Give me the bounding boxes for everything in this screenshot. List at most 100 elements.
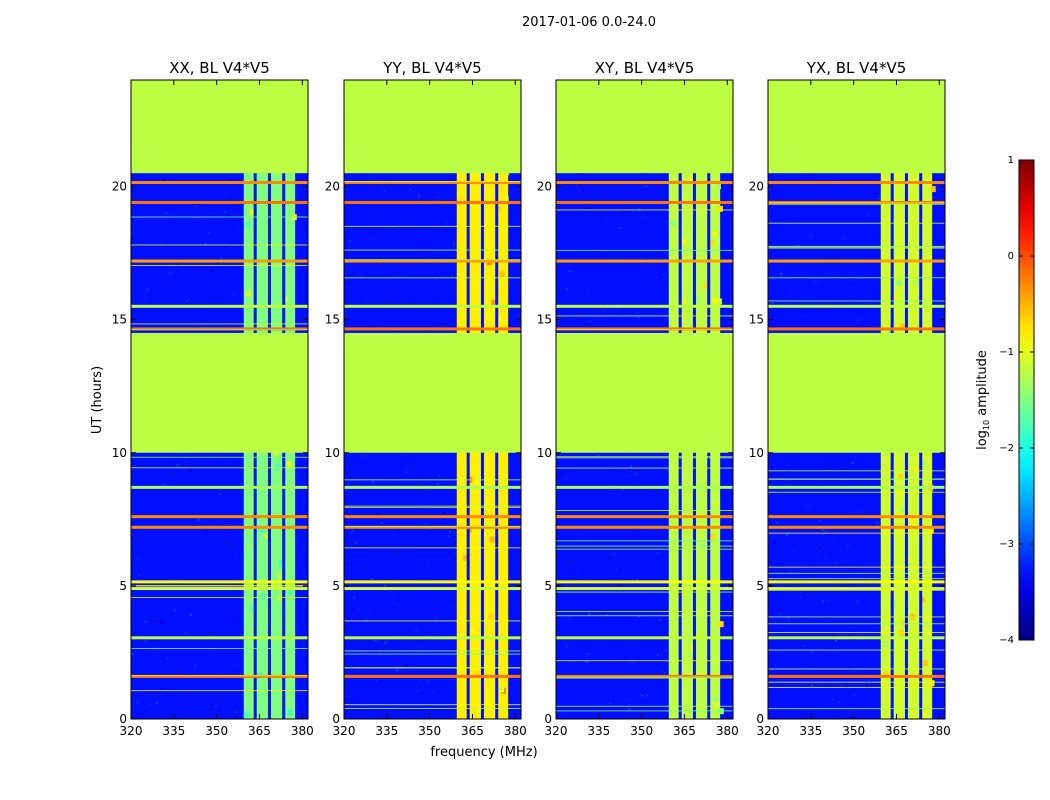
figure-title: 2017-01-06 0.0-24.0	[522, 15, 656, 30]
noise-speckle	[655, 275, 658, 278]
noise-speckle	[869, 635, 872, 637]
noise-speckle	[610, 600, 613, 602]
rfi-line	[556, 580, 733, 584]
noise-speckle	[656, 664, 659, 666]
noise-speckle	[790, 571, 793, 574]
noise-speckle	[857, 319, 860, 321]
noise-speckle	[436, 300, 439, 302]
noise-speckle	[794, 599, 797, 602]
thin-rfi-line	[556, 710, 733, 712]
noise-speckle	[161, 530, 164, 532]
rfi-line	[556, 327, 733, 331]
y-tick-label: 20	[325, 180, 340, 194]
noise-speckle	[578, 173, 581, 175]
noise-speckle	[230, 613, 233, 615]
noise-speckle	[661, 669, 664, 672]
noise-speckle	[842, 237, 845, 239]
noise-speckle	[187, 282, 190, 285]
noise-speckle	[408, 589, 411, 591]
noise-speckle	[383, 301, 386, 303]
y-tick-label: 10	[749, 446, 764, 460]
noise-speckle	[818, 547, 821, 550]
noise-speckle	[223, 535, 226, 537]
noise-speckle	[628, 532, 631, 534]
noise-speckle	[150, 291, 153, 294]
noise-speckle	[641, 646, 644, 648]
noise-speckle	[638, 208, 641, 210]
panel-2: YY, BL V4*V5 320 335 350 365 380 0 5 10 15 20	[325, 59, 527, 738]
thin-rfi-line	[131, 323, 308, 325]
noise-speckle	[651, 258, 654, 260]
thin-rfi-line	[556, 467, 733, 469]
noise-speckle	[874, 177, 877, 179]
noise-speckle	[876, 522, 879, 524]
y-axis-label: UT (hours)	[90, 366, 105, 434]
noise-speckle	[871, 325, 874, 327]
noise-speckle	[809, 235, 812, 237]
band-patch	[496, 315, 502, 322]
noise-speckle	[810, 650, 813, 652]
thin-rfi-line	[131, 648, 308, 650]
rfi-line	[768, 674, 945, 678]
rfi-line	[131, 200, 308, 204]
noise-speckle	[156, 702, 159, 704]
noise-speckle	[186, 300, 188, 302]
thin-rfi-line	[344, 505, 521, 507]
band-patch	[920, 461, 926, 468]
noise-speckle	[648, 532, 651, 534]
noise-speckle	[597, 183, 600, 185]
colorbar-tick-label: −2	[999, 443, 1014, 454]
band-patch	[671, 219, 677, 226]
noise-speckle	[242, 218, 245, 220]
noise-speckle	[385, 192, 388, 194]
noise-speckle	[382, 716, 385, 718]
noise-speckle	[398, 552, 401, 554]
noise-speckle	[856, 567, 859, 569]
noise-speckle	[419, 705, 422, 708]
thin-rfi-line	[556, 540, 733, 542]
noise-speckle	[238, 590, 241, 592]
noise-speckle	[640, 695, 643, 697]
noise-speckle	[611, 468, 614, 471]
noise-speckle	[438, 239, 441, 241]
noise-speckle	[770, 519, 773, 522]
noise-speckle	[426, 680, 429, 682]
noise-speckle	[806, 669, 809, 672]
noise-speckle	[622, 488, 625, 491]
noise-speckle	[359, 273, 361, 275]
noise-speckle	[666, 716, 669, 718]
noise-speckle	[834, 562, 836, 564]
thin-rfi-line	[556, 677, 733, 679]
noise-speckle	[646, 694, 649, 697]
noise-speckle	[162, 179, 165, 181]
noise-speckle	[658, 319, 661, 321]
band-patch	[710, 533, 716, 540]
noise-speckle	[656, 551, 659, 554]
noise-speckle	[603, 194, 606, 197]
noise-speckle	[236, 204, 239, 207]
thin-rfi-line	[556, 610, 733, 612]
noise-speckle	[373, 639, 376, 642]
noise-speckle	[856, 600, 859, 603]
thin-rfi-line	[556, 457, 733, 459]
noise-speckle	[197, 519, 200, 521]
band-patch	[717, 298, 722, 305]
noise-speckle	[392, 482, 395, 484]
noise-speckle	[657, 644, 660, 646]
noise-speckle	[348, 271, 351, 273]
noise-speckle	[184, 245, 187, 247]
noise-speckle	[645, 238, 648, 240]
noise-speckle	[380, 522, 383, 524]
panel-title: XX, BL V4*V5	[169, 59, 270, 77]
noise-speckle	[417, 690, 420, 692]
band-patch	[462, 555, 468, 562]
thin-rfi-line	[344, 526, 521, 528]
band-patch	[485, 521, 490, 528]
noise-speckle	[371, 190, 374, 193]
noise-speckle	[611, 298, 614, 300]
noise-speckle	[414, 236, 417, 239]
thin-rfi-line	[344, 181, 521, 183]
noise-speckle	[823, 557, 826, 560]
noise-speckle	[165, 212, 168, 214]
noise-speckle	[226, 574, 229, 576]
